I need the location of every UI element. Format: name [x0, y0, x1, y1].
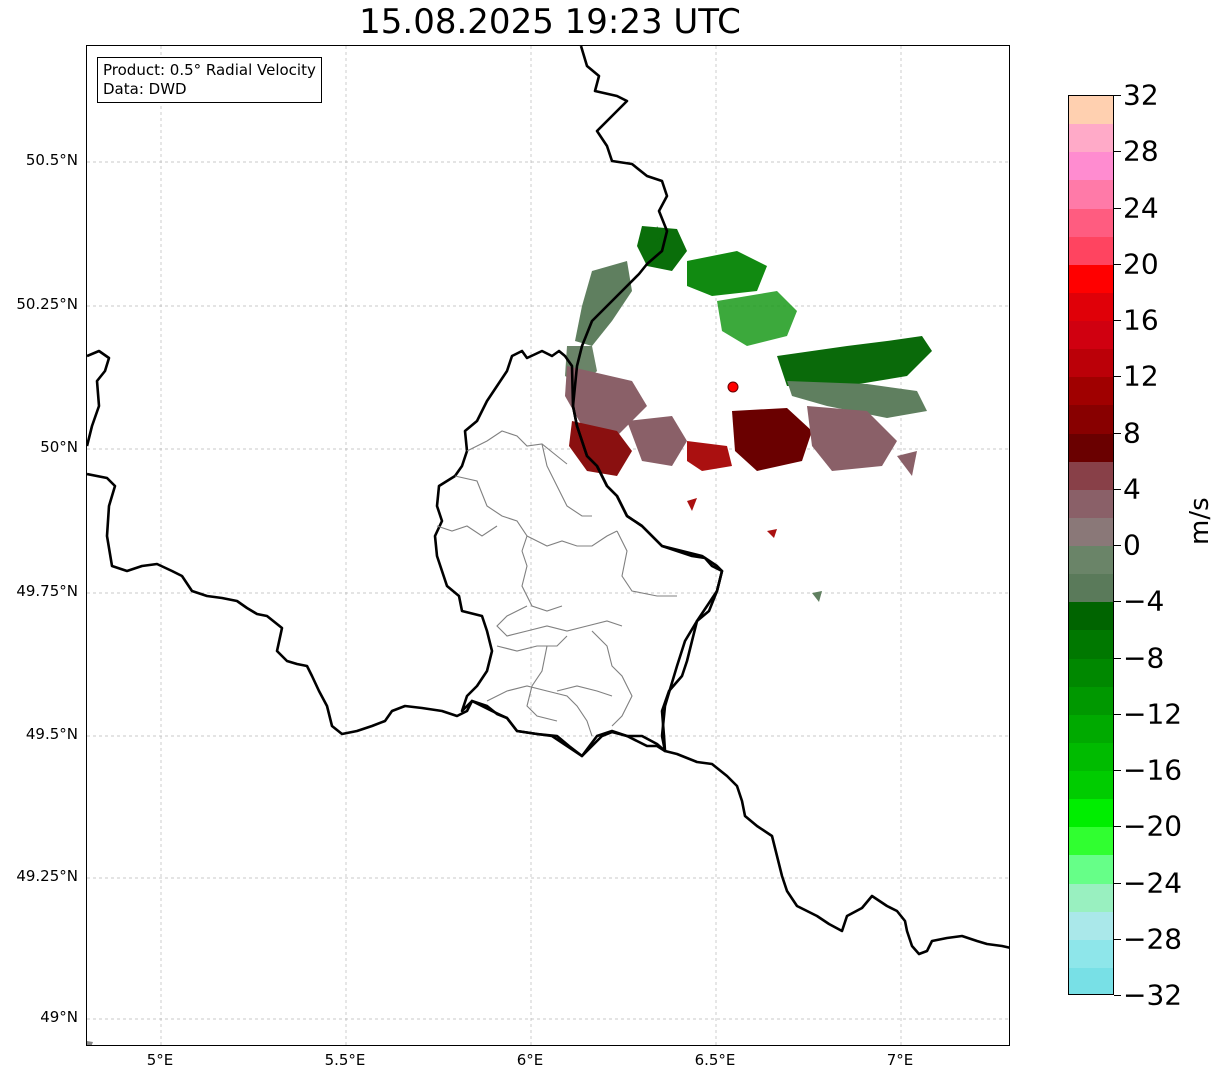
colorbar-segment [1069, 349, 1113, 378]
colorbar-segment [1069, 855, 1113, 884]
colorbar-tick-label: 32 [1123, 78, 1159, 112]
district-boundaries [436, 430, 677, 737]
colorbar-segment [1069, 602, 1113, 631]
x-tick-label: 5°E [146, 1051, 174, 1069]
colorbar-tick [1114, 151, 1121, 153]
colorbar-segment [1069, 883, 1113, 913]
x-tick-label: 6°E [516, 1051, 544, 1069]
y-tick-label: 49.25°N [16, 867, 78, 885]
colorbar-segment [1069, 742, 1113, 772]
colorbar-tick-label: −16 [1123, 753, 1183, 787]
colorbar-segment [1069, 911, 1113, 941]
colorbar-segment [1069, 96, 1113, 125]
colorbar-tick-label: 16 [1123, 303, 1159, 337]
y-tick-label: 50.25°N [16, 295, 78, 313]
colorbar-tick-label: 4 [1123, 472, 1141, 506]
info-source: Data: DWD [103, 80, 187, 98]
colorbar-tick [1114, 432, 1121, 434]
map-canvas [87, 46, 1009, 1045]
colorbar-tick [1114, 545, 1121, 546]
colorbar-tick-label: 24 [1123, 191, 1159, 224]
country-borders [87, 46, 1009, 956]
colorbar-tick-label: 8 [1123, 416, 1141, 449]
y-tick-label: 49°N [40, 1008, 78, 1026]
colorbar-tick [1114, 657, 1121, 659]
colorbar-tick-label: −24 [1123, 866, 1183, 899]
colorbar-segment [1069, 827, 1113, 856]
y-tick-label: 50.5°N [25, 151, 78, 169]
colorbar-tick [1114, 826, 1121, 828]
colorbar-tick-label: −20 [1123, 809, 1183, 843]
info-product: Product: 0.5° Radial Velocity [103, 61, 316, 79]
colorbar-tick-label: 28 [1123, 134, 1159, 168]
colorbar-segment [1069, 433, 1113, 463]
colorbar-segment [1069, 574, 1113, 603]
colorbar-tick-label: 20 [1123, 247, 1159, 281]
colorbar-unit-label: m/s [1185, 497, 1215, 545]
colorbar-segment [1069, 208, 1113, 238]
colorbar-tick [1114, 320, 1121, 321]
colorbar-tick [1114, 488, 1121, 490]
colorbar-segment [1069, 236, 1113, 266]
colorbar-segment [1069, 939, 1113, 969]
map-title: 15.08.2025 19:23 UTC [359, 2, 741, 42]
colorbar-tick-label: −4 [1123, 584, 1165, 618]
colorbar-segment [1069, 124, 1113, 153]
colorbar-segment [1069, 489, 1113, 519]
x-tick-label: 7°E [886, 1051, 914, 1069]
colorbar-segment [1069, 180, 1113, 209]
colorbar-segment [1069, 264, 1113, 294]
colorbar-tick [1114, 995, 1121, 996]
colorbar [1068, 95, 1114, 995]
corner-echo [87, 1041, 93, 1045]
colorbar-segment [1069, 321, 1113, 350]
colorbar-segment [1069, 771, 1113, 800]
colorbar-segment [1069, 152, 1113, 181]
colorbar-tick [1114, 938, 1121, 940]
colorbar-tick [1114, 601, 1121, 603]
info-box: Product: 0.5° Radial Velocity Data: DWD [97, 57, 322, 103]
colorbar-segment [1069, 630, 1113, 659]
colorbar-tick [1114, 770, 1121, 771]
colorbar-segment [1069, 686, 1113, 716]
colorbar-segment [1069, 967, 1113, 994]
colorbar-tick-label: −32 [1123, 978, 1183, 1012]
colorbar-tick [1114, 207, 1121, 209]
colorbar-tick-label: 12 [1123, 359, 1159, 393]
colorbar-segment [1069, 546, 1113, 575]
colorbar-segment [1069, 405, 1113, 434]
colorbar-segment [1069, 799, 1113, 828]
colorbar-tick-label: 0 [1123, 528, 1141, 562]
x-tick-label: 6.5°E [694, 1051, 736, 1069]
radar-echoes [565, 226, 932, 602]
colorbar-tick [1114, 376, 1121, 378]
colorbar-tick-label: −12 [1123, 697, 1183, 731]
radar-site-marker[interactable] [727, 381, 739, 393]
colorbar-segment [1069, 461, 1113, 491]
colorbar-segment [1069, 377, 1113, 406]
colorbar-tick [1114, 263, 1121, 265]
y-tick-label: 49.5°N [25, 725, 78, 743]
colorbar-segment [1069, 517, 1113, 547]
colorbar-tick-label: −8 [1123, 641, 1165, 674]
map-panel[interactable] [86, 45, 1010, 1046]
colorbar-tick [1114, 882, 1121, 884]
colorbar-segment [1069, 658, 1113, 688]
colorbar-tick [1114, 95, 1121, 96]
x-tick-label: 5.5°E [324, 1051, 366, 1069]
colorbar-tick-label: −28 [1123, 922, 1183, 956]
colorbar-tick [1114, 713, 1121, 715]
colorbar-segment [1069, 714, 1113, 744]
colorbar-segment [1069, 292, 1113, 322]
y-tick-label: 50°N [40, 438, 78, 456]
y-tick-label: 49.75°N [16, 582, 78, 600]
